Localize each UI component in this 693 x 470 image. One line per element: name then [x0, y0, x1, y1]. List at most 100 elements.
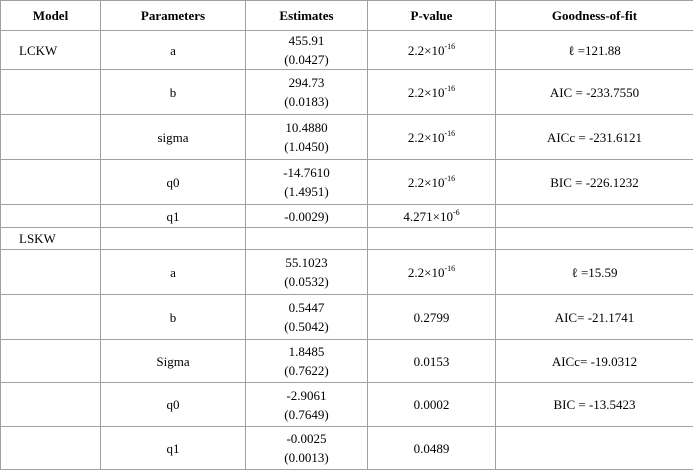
table-row: q1 -0.0025(0.0013) 0.0489 — [1, 427, 693, 470]
model-cell: LSKW — [1, 228, 101, 250]
p-value: 0.2799 — [414, 310, 450, 325]
p-value: 0.0489 — [414, 441, 450, 456]
p-value-exponent: -16 — [444, 42, 455, 51]
estimate: -14.7610 — [250, 163, 363, 182]
p-value-cell: 2.2×10-16 — [368, 31, 496, 70]
estimate-cell: 10.4880(1.0450) — [246, 115, 368, 160]
fit-cell: ℓ =121.88 — [496, 31, 693, 70]
standard-error: (0.7622) — [250, 361, 363, 380]
model-cell — [1, 427, 101, 470]
parameter: q1 — [167, 441, 180, 456]
column-header: Model — [1, 1, 101, 31]
standard-error: (0.0532) — [250, 272, 363, 291]
fit-cell: AICc = -231.6121 — [496, 115, 693, 160]
standard-error: (0.0013) — [250, 448, 363, 467]
parameter-cell: a — [101, 31, 246, 70]
column-header: Goodness-of-fit — [496, 1, 693, 31]
table-row: q1-0.0029)4.271×10-6 — [1, 205, 693, 228]
estimate-cell: 55.1023(0.0532) — [246, 250, 368, 295]
p-value-cell: 2.2×10-16 — [368, 250, 496, 295]
estimate-cell — [246, 228, 368, 250]
estimate: 1.8485 — [250, 342, 363, 361]
fit-cell — [496, 228, 693, 250]
model-cell — [1, 295, 101, 340]
goodness-of-fit: ℓ =15.59 — [571, 265, 617, 280]
standard-error: (1.0450) — [250, 137, 363, 156]
parameter: a — [170, 43, 176, 58]
fit-cell: BIC = -13.5423 — [496, 383, 693, 427]
estimate: 55.1023 — [250, 253, 363, 272]
column-header: Parameters — [101, 1, 246, 31]
goodness-of-fit: ℓ =121.88 — [568, 43, 621, 58]
model-cell — [1, 160, 101, 205]
parameter-cell: q0 — [101, 383, 246, 427]
estimate: -0.0025 — [250, 429, 363, 448]
parameter: a — [170, 265, 176, 280]
model-name: LSKW — [19, 231, 56, 246]
p-value: 0.0002 — [414, 397, 450, 412]
parameter: Sigma — [156, 354, 189, 369]
p-value: 2.2×10 — [408, 85, 445, 100]
parameter: q1 — [167, 209, 180, 224]
parameter-cell: sigma — [101, 115, 246, 160]
parameter-cell: b — [101, 295, 246, 340]
p-value-exponent: -16 — [444, 84, 455, 93]
p-value-exponent: -16 — [444, 174, 455, 183]
model-cell — [1, 205, 101, 228]
p-value-cell: 2.2×10-16 — [368, 160, 496, 205]
estimate-cell: 294.73(0.0183) — [246, 70, 368, 115]
model-cell — [1, 383, 101, 427]
parameter: b — [170, 310, 177, 325]
fit-cell: ℓ =15.59 — [496, 250, 693, 295]
p-value-cell: 0.0002 — [368, 383, 496, 427]
p-value: 4.271×10 — [403, 209, 453, 224]
model-cell — [1, 115, 101, 160]
goodness-of-fit: AICc= -19.0312 — [552, 354, 637, 369]
parameter-cell: q1 — [101, 427, 246, 470]
table-row: q0-2.9061(0.7649) 0.0002 BIC = -13.5423 — [1, 383, 693, 427]
estimate: -2.9061 — [250, 386, 363, 405]
parameter: b — [170, 85, 177, 100]
parameter-cell: a — [101, 250, 246, 295]
standard-error: (0.0427) — [250, 50, 363, 69]
fit-cell: AICc= -19.0312 — [496, 340, 693, 383]
standard-error: (0.0183) — [250, 92, 363, 111]
table-row: LCKW a 455.91(0.0427) 2.2×10-16 ℓ =121.88 — [1, 31, 693, 70]
goodness-of-fit: BIC = -13.5423 — [553, 397, 635, 412]
parameter: q0 — [167, 175, 180, 190]
p-value: 0.0153 — [414, 354, 450, 369]
estimate: -0.0029) — [250, 207, 363, 226]
p-value: 2.2×10 — [408, 175, 445, 190]
estimate-cell: -14.7610(1.4951) — [246, 160, 368, 205]
parameter-cell: q1 — [101, 205, 246, 228]
parameter-cell: b — [101, 70, 246, 115]
column-header: P-value — [368, 1, 496, 31]
p-value: 2.2×10 — [408, 265, 445, 280]
estimate-cell: -0.0025(0.0013) — [246, 427, 368, 470]
p-value: 2.2×10 — [408, 130, 445, 145]
goodness-of-fit: AICc = -231.6121 — [547, 130, 642, 145]
parameter-cell: q0 — [101, 160, 246, 205]
estimate-cell: -2.9061(0.7649) — [246, 383, 368, 427]
p-value-exponent: -16 — [444, 129, 455, 138]
estimate: 455.91 — [250, 31, 363, 50]
model-name: LCKW — [19, 43, 57, 58]
p-value-cell: 0.2799 — [368, 295, 496, 340]
model-cell — [1, 250, 101, 295]
parameter: sigma — [157, 130, 188, 145]
model-cell: LCKW — [1, 31, 101, 70]
goodness-of-fit: BIC = -226.1232 — [550, 175, 639, 190]
standard-error: (1.4951) — [250, 182, 363, 201]
table-row: sigma 10.4880(1.0450) 2.2×10-16 AICc = -231… — [1, 115, 693, 160]
goodness-of-fit: AIC= -21.1741 — [555, 310, 635, 325]
model-cell — [1, 70, 101, 115]
p-value-exponent: -16 — [444, 264, 455, 273]
model-cell — [1, 340, 101, 383]
fit-cell — [496, 205, 693, 228]
